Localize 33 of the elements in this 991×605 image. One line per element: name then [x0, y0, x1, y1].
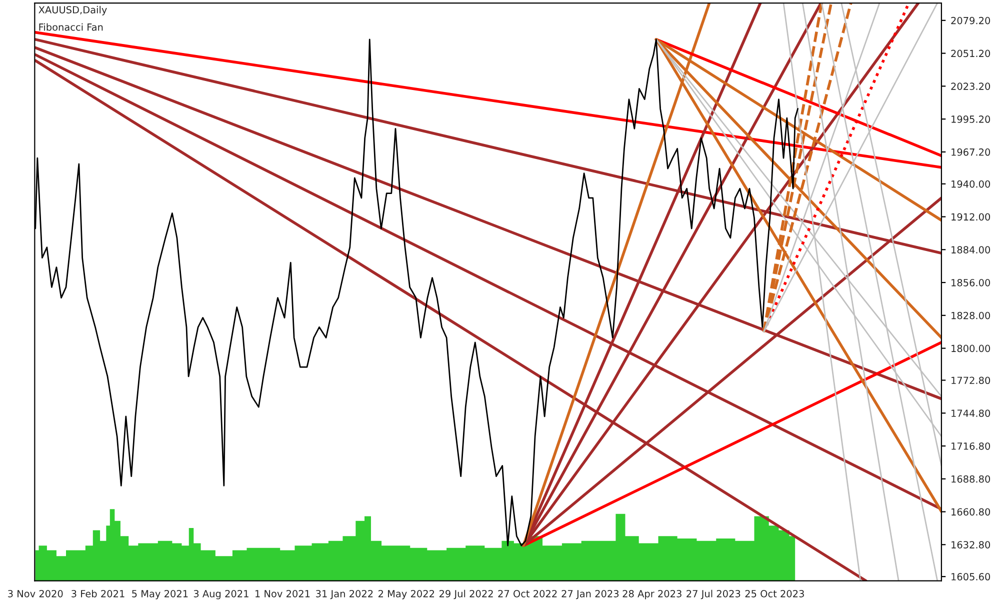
y-tick-label: 1632.80 [952, 541, 990, 548]
x-tick-label: 3 Aug 2021 [194, 590, 248, 600]
y-tick-label: 1912.00 [952, 213, 990, 221]
x-tick-label: 28 Apr 2023 [622, 590, 682, 600]
chart-title: XAUUSD,Daily [38, 6, 107, 16]
x-tick-label: 5 May 2021 [132, 590, 188, 600]
y-tick-label: 2023.20 [951, 82, 990, 90]
y-tick-label: 1688.80 [952, 475, 990, 483]
x-tick-label: 1 Nov 2021 [256, 590, 310, 598]
x-tick-label: 27 Oct 2022 [498, 590, 557, 598]
x-tick-label: 27 Jul 2023 [686, 590, 740, 600]
x-tick-label: 31 Jan 2022 [316, 590, 373, 600]
x-tick-label: 25 Oct 2023 [745, 590, 804, 598]
y-tick-label: 1856.00 [952, 278, 990, 286]
x-tick-label: 3 Feb 2021 [72, 590, 124, 598]
y-tick-label: 1800.00 [952, 344, 990, 352]
x-tick-label: 27 Jan 2023 [562, 590, 619, 600]
text: Fibonacci Fan [39, 23, 103, 31]
y-tick-label: 2051.20 [951, 50, 990, 58]
y-tick-label: 1772.80 [952, 376, 990, 384]
y-tick-label: 1660.80 [952, 508, 990, 516]
y-tick-label: 1744.80 [952, 410, 990, 417]
x-tick-label: 29 Jul 2022 [439, 590, 493, 600]
y-tick-label: 1884.00 [952, 246, 990, 254]
y-tick-label: 1605.60 [952, 573, 990, 580]
y-tick-label: 1967.20 [952, 148, 990, 156]
y-tick-label: 2079.20 [951, 16, 990, 24]
y-tick-label: 1828.00 [952, 312, 990, 320]
x-tick-label: 3 Nov 2020 [8, 590, 63, 598]
x-tick-label: 2 May 2022 [378, 590, 434, 600]
y-tick-label: 1716.80 [952, 442, 990, 450]
y-tick-label: 1940.00 [952, 180, 990, 188]
y-tick-label: 1995.20 [952, 116, 990, 123]
